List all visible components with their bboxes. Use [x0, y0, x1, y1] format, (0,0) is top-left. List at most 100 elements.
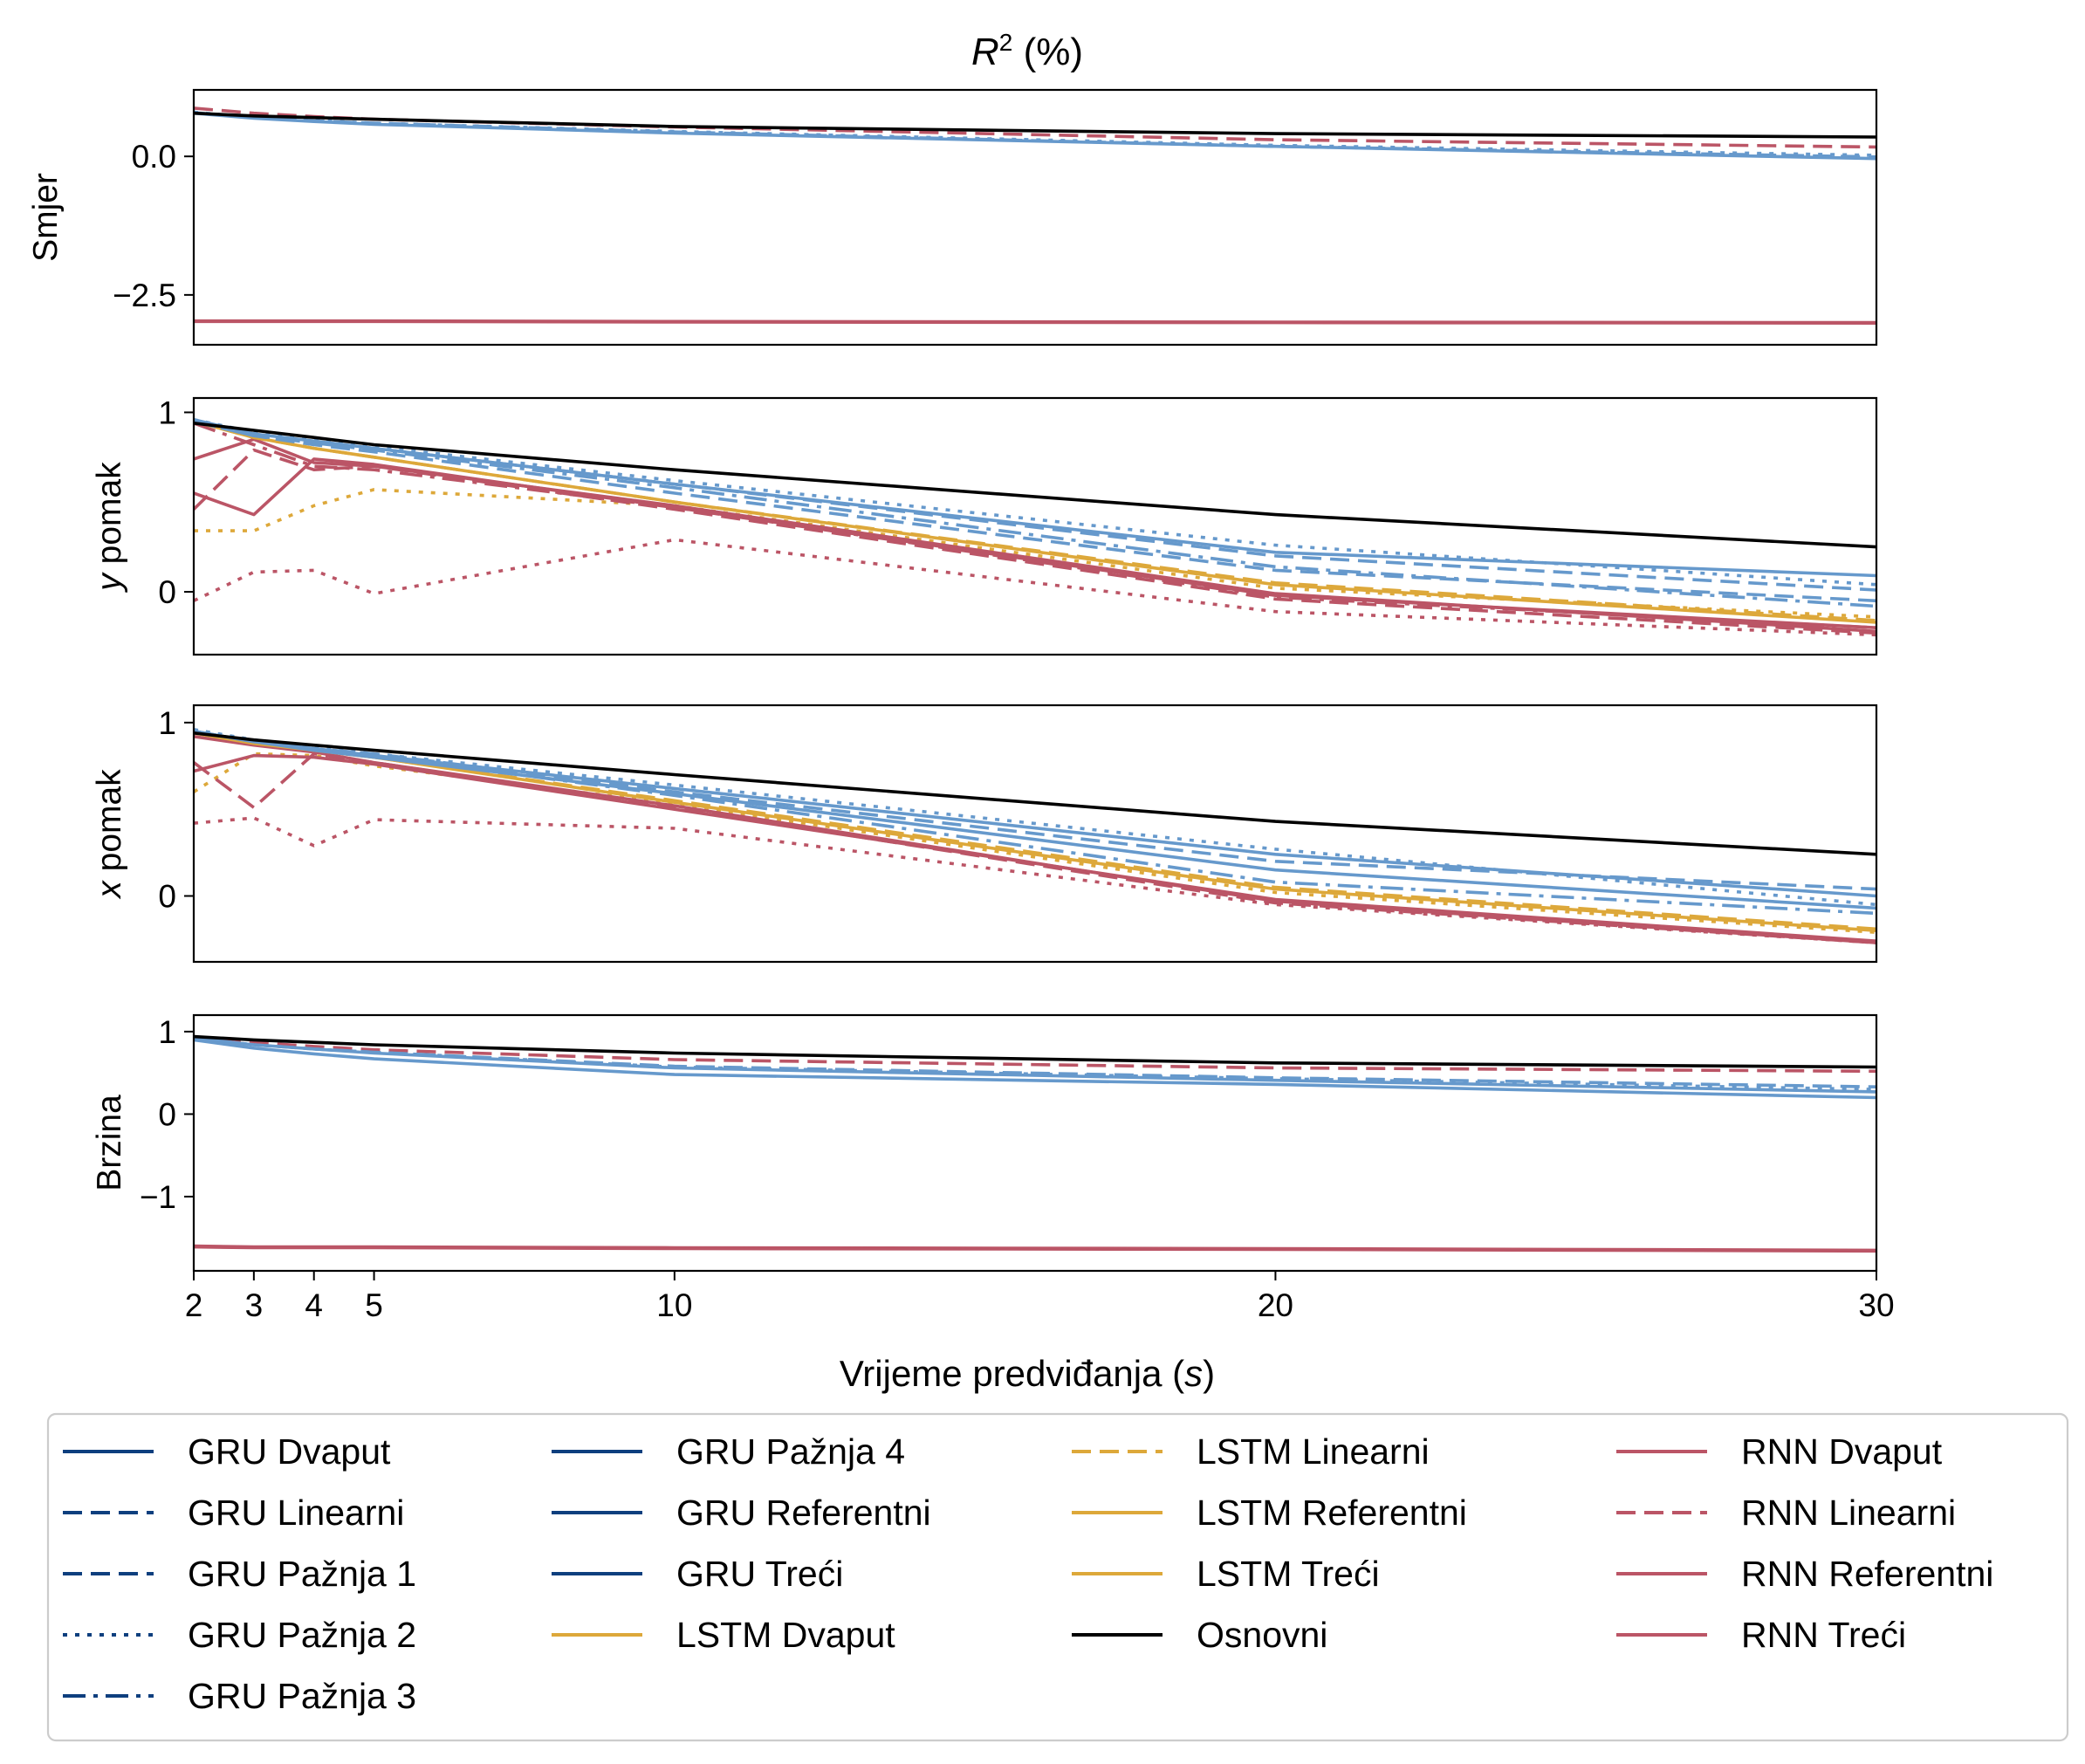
legend-item: GRU Pažnja 4	[552, 1431, 905, 1472]
series-line	[194, 538, 1876, 637]
x-tick-label: 3	[245, 1287, 264, 1323]
legend-label: LSTM Dvaput	[676, 1615, 895, 1655]
x-tick-label: 2	[185, 1287, 203, 1323]
legend-item: LSTM Linearni	[1072, 1431, 1430, 1472]
y-tick-label: 0	[158, 879, 176, 915]
x-axis-label: Vrijeme predviđanja (s)	[840, 1353, 1215, 1394]
y-tick-label: 0.0	[132, 139, 176, 175]
legend-label: RNN Referentni	[1741, 1554, 1993, 1594]
legend-label: RNN Treći	[1741, 1615, 1906, 1655]
y-tick-label: 0	[158, 574, 176, 610]
series-line	[194, 753, 1876, 943]
legend-label: GRU Treći	[676, 1554, 843, 1594]
panel-frame	[192, 88, 1878, 347]
panel-3-lines	[194, 728, 1876, 944]
panel-1: 0.0 −2.5 Smjer	[27, 88, 1878, 347]
legend-item: RNN Referentni	[1616, 1554, 1993, 1594]
legend-label: GRU Linearni	[188, 1493, 404, 1533]
x-axis: 2 3 4 5 10 20 30	[185, 1271, 1895, 1323]
panel-frame	[192, 396, 1878, 656]
legend-label: LSTM Linearni	[1197, 1431, 1430, 1472]
y-axis-label: Brzina	[91, 1095, 128, 1191]
y-axis-label: Smjer	[27, 173, 65, 262]
series-line	[194, 419, 1876, 608]
legend-item: GRU Linearni	[63, 1493, 404, 1533]
legend-item: GRU Pažnja 2	[63, 1615, 416, 1655]
series-line	[194, 752, 1876, 934]
panel-4: 1 0 −1 Brzina	[91, 1013, 1878, 1273]
legend-label: RNN Dvaput	[1741, 1431, 1943, 1472]
series-line	[194, 422, 1876, 629]
y-tick-label: 1	[158, 395, 176, 430]
legend-item: LSTM Dvaput	[552, 1615, 895, 1655]
panel-4-lines	[194, 1034, 1876, 1253]
legend-label: Osnovni	[1197, 1615, 1327, 1655]
series-line	[194, 1036, 1876, 1094]
legend-frame	[46, 1412, 2069, 1742]
legend-label: GRU Dvaput	[188, 1431, 391, 1472]
x-tick-label: 5	[365, 1287, 383, 1323]
legend-item: GRU Treći	[552, 1554, 843, 1594]
series-line	[194, 417, 1876, 578]
y-tick-label: −2.5	[113, 278, 176, 313]
panel-frame	[192, 704, 1878, 964]
series-line	[194, 417, 1876, 587]
series-line	[194, 1034, 1876, 1069]
series-line	[194, 752, 1876, 944]
x-tick-label: 30	[1858, 1287, 1894, 1323]
legend-item: RNN Linearni	[1616, 1493, 1956, 1533]
series-line	[194, 448, 1876, 635]
legend-item: GRU Pažnja 1	[63, 1554, 416, 1594]
panel-3: 1 0 x pomak	[91, 704, 1878, 964]
legend-label: GRU Pažnja 3	[188, 1676, 416, 1716]
legend-item: GRU Pažnja 3	[63, 1676, 416, 1716]
legend-label: GRU Pažnja 4	[676, 1431, 905, 1472]
legend-label: GRU Pažnja 2	[188, 1615, 416, 1655]
series-line	[194, 419, 1876, 622]
legend-item: RNN Dvaput	[1616, 1431, 1943, 1472]
legend-label: RNN Linearni	[1741, 1493, 1956, 1533]
series-line	[194, 728, 1876, 907]
series-line	[194, 111, 1876, 161]
series-line	[194, 1245, 1876, 1253]
x-tick-label: 10	[656, 1287, 692, 1323]
y-tick-label: 1	[158, 1014, 176, 1050]
series-line	[194, 731, 1876, 856]
legend-item: RNN Treći	[1616, 1615, 1906, 1655]
legend-item: LSTM Treći	[1072, 1554, 1380, 1594]
series-line	[194, 1038, 1876, 1100]
legend-item: GRU Referentni	[552, 1493, 931, 1533]
legend-label: LSTM Treći	[1197, 1554, 1380, 1594]
series-line	[194, 457, 1876, 629]
series-line	[194, 730, 1876, 910]
legend: GRU Dvaput GRU Linearni GRU Pažnja 1 GRU Pa…	[46, 1412, 2069, 1742]
x-tick-label: 4	[305, 1287, 323, 1323]
y-axis-label: x pomak	[91, 769, 128, 900]
series-line	[194, 730, 1876, 931]
series-line	[194, 735, 1876, 944]
panel-2: 1 0 y pomak	[91, 395, 1878, 656]
panels: 0.0 −2.5 Smjer 1 0 y pomak 1 0 x pomak 1 0 −1 Brzina	[27, 88, 1878, 1273]
y-axis-label: y pomak	[91, 462, 128, 594]
series-line	[194, 111, 1876, 139]
legend-label: GRU Pažnja 1	[188, 1554, 416, 1594]
legend-item: GRU Dvaput	[63, 1431, 391, 1472]
legend-item: Osnovni	[1072, 1615, 1327, 1655]
legend-item: LSTM Referentni	[1072, 1493, 1467, 1533]
y-tick-label: 0	[158, 1096, 176, 1132]
series-line	[194, 488, 1876, 619]
panel-2-lines	[194, 417, 1876, 637]
panel-1-lines	[194, 106, 1876, 326]
series-line	[194, 419, 1876, 603]
panel-frame	[192, 1013, 1878, 1273]
series-line	[194, 1035, 1876, 1074]
chart-title: R2 (%)	[971, 29, 1083, 73]
y-tick-label: −1	[140, 1179, 176, 1215]
legend-label: GRU Referentni	[676, 1493, 931, 1533]
series-line	[194, 319, 1876, 326]
legend-label: LSTM Referentni	[1197, 1493, 1467, 1533]
y-tick-label: 1	[158, 705, 176, 741]
x-tick-label: 20	[1258, 1287, 1293, 1323]
series-line	[194, 422, 1876, 549]
